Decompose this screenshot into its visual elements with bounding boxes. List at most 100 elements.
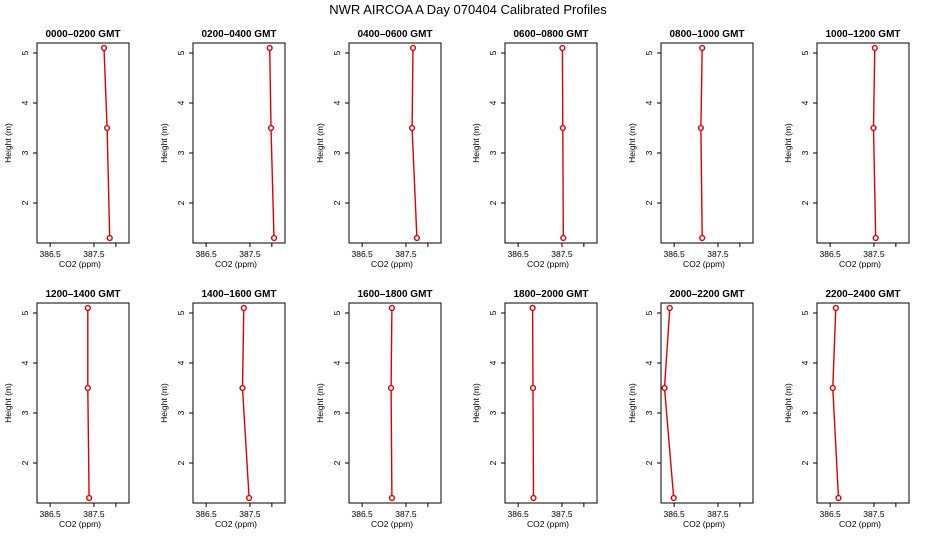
y-tick-label: 3 [800,150,810,155]
data-point [529,304,536,312]
y-axis-label: Height (m) [471,123,481,163]
panel-title: 2000–2200 GMT [669,289,744,300]
data-point [86,494,93,502]
plot-frame [348,42,442,244]
data-point [666,304,673,312]
data-point [387,384,395,392]
y-tick-label: 2 [644,460,654,465]
x-tick-label: 387.5 [395,509,417,519]
plot-frame [816,42,910,244]
data-point [872,234,879,242]
y-tick-label: 2 [644,200,654,205]
series-line [87,308,90,499]
y-tick-label: 3 [332,410,342,415]
y-axis-label: Height (m) [3,383,13,423]
series-line [531,307,535,499]
x-tick-label: 386.5 [508,509,530,519]
x-tick-label: 387.5 [863,249,885,259]
y-axis-label: Height (m) [3,123,13,163]
y-tick-label: 4 [332,360,342,365]
panel-title: 0600–0800 GMT [513,29,588,40]
x-tick-label: 386.5 [820,249,842,259]
x-axis-label: CO2 (ppm) [59,519,101,529]
x-tick-label: 386.5 [508,249,530,259]
data-point [699,44,706,52]
x-tick-label: 387.5 [551,249,573,259]
y-tick-label: 3 [332,150,342,155]
panel-title: 0400–0600 GMT [357,29,432,40]
data-point [835,494,842,502]
x-tick-label: 387.5 [551,509,573,519]
y-tick-label: 5 [176,50,186,55]
y-axis-label: Height (m) [783,383,793,423]
plot-frame [348,302,442,504]
y-tick-label: 2 [176,200,186,205]
plot-frame [192,42,286,244]
data-point [529,384,537,392]
data-point [559,124,566,132]
plot-frame [192,302,286,504]
x-axis-label: CO2 (ppm) [839,519,881,529]
y-axis-label: Height (m) [627,383,637,423]
y-tick-label: 5 [176,310,186,315]
y-tick-label: 3 [488,150,498,155]
y-tick-label: 2 [488,200,498,205]
y-tick-label: 5 [800,50,810,55]
data-point [699,234,706,242]
data-point [266,44,273,52]
x-tick-label: 387.5 [707,509,729,519]
y-axis-label: Height (m) [315,383,325,423]
y-tick-label: 3 [488,410,498,415]
x-tick-label: 386.5 [664,249,686,259]
y-tick-label: 2 [176,460,186,465]
data-point [388,494,396,502]
panel-title: 1400–1600 GMT [201,289,276,300]
y-tick-label: 4 [644,100,654,105]
figure-title: NWR AIRCOA A Day 070404 Calibrated Profi… [329,2,607,17]
y-axis-label: Height (m) [159,123,169,163]
x-axis-label: CO2 (ppm) [527,259,569,269]
y-tick-label: 5 [332,310,342,315]
y-axis-label: Height (m) [627,123,637,163]
x-tick-label: 387.5 [863,509,885,519]
data-point [267,124,275,132]
plot-frame [816,302,910,504]
plot-frame [660,42,754,244]
data-point [84,304,91,312]
y-tick-label: 3 [176,150,186,155]
y-tick-label: 4 [800,360,810,365]
panel-title: 1800–2000 GMT [513,289,588,300]
series-line [872,47,877,239]
x-tick-label: 387.5 [83,249,105,259]
y-tick-label: 2 [332,200,342,205]
y-tick-label: 4 [800,100,810,105]
y-tick-label: 4 [20,100,30,105]
y-tick-label: 5 [644,50,654,55]
y-axis-label: Height (m) [315,123,325,163]
x-axis-label: CO2 (ppm) [215,259,257,269]
series-line [832,307,840,499]
data-point [530,494,537,502]
data-point [560,234,567,242]
series-line [269,47,275,239]
y-tick-label: 3 [176,410,186,415]
data-point [408,124,416,132]
data-point [388,304,396,312]
y-tick-label: 4 [644,360,654,365]
x-tick-label: 387.5 [239,249,261,259]
y-tick-label: 2 [20,200,30,205]
y-tick-label: 2 [332,460,342,465]
x-axis-label: CO2 (ppm) [371,519,413,529]
y-axis-label: Height (m) [783,123,793,163]
data-point [413,234,421,242]
x-tick-label: 387.5 [707,249,729,259]
y-tick-label: 2 [800,200,810,205]
data-point [559,44,566,52]
x-axis-label: CO2 (ppm) [59,259,101,269]
